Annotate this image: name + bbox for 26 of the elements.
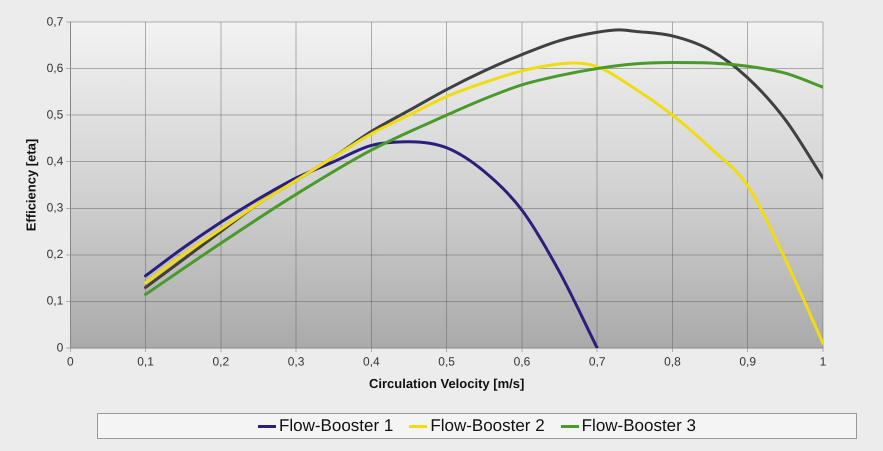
line-series bbox=[144, 140, 599, 348]
legend-label: Flow-Booster 3 bbox=[582, 416, 696, 436]
x-tick-label: 0,4 bbox=[363, 354, 380, 369]
y-tick-label: 0,7 bbox=[46, 14, 64, 28]
x-tick-label: 0 bbox=[66, 354, 74, 369]
y-tick-label: 0,3 bbox=[46, 200, 64, 215]
legend-label: Flow-Booster 2 bbox=[430, 416, 545, 436]
x-tick-label: 0,7 bbox=[588, 354, 606, 369]
y-tick-label: 0 bbox=[56, 340, 64, 354]
line-series bbox=[144, 61, 823, 345]
x-tick-label: 0,6 bbox=[514, 354, 531, 369]
x-tick-label: 1 bbox=[820, 354, 827, 369]
x-tick-label: 0,8 bbox=[664, 354, 682, 369]
y-tick-label: 0,2 bbox=[46, 247, 64, 262]
y-axis-title: Efficiency [eta] bbox=[23, 138, 38, 232]
y-tick-label: 0,4 bbox=[46, 154, 64, 168]
legend-label: Flow-Booster 1 bbox=[279, 416, 394, 436]
x-tick-label: 0,5 bbox=[438, 354, 456, 369]
y-tick-label: 0,5 bbox=[46, 107, 64, 122]
x-axis-title: Circulation Velocity [m/s] bbox=[368, 376, 524, 391]
x-tick-label: 0,9 bbox=[739, 354, 756, 369]
y-tick-label: 0,1 bbox=[46, 294, 64, 308]
x-tick-label: 0,3 bbox=[288, 354, 305, 369]
x-tick-label: 0,2 bbox=[212, 354, 230, 369]
y-tick-label: 0,6 bbox=[46, 60, 64, 75]
x-tick-label: 0,1 bbox=[137, 354, 154, 369]
